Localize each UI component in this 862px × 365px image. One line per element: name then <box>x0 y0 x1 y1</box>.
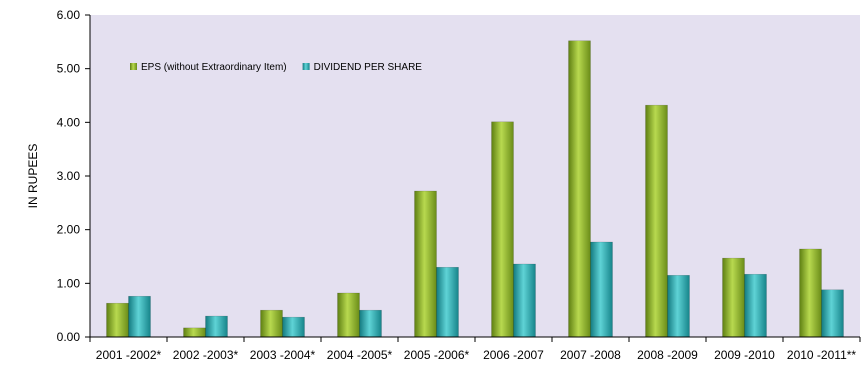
dividend-bar <box>436 266 459 338</box>
dividend-bar <box>128 295 151 338</box>
y-axis: 0.00 1.00 2.00 3.00 4.00 5.00 6.00 <box>57 8 91 344</box>
y-axis-label: IN RUPEES <box>26 144 40 209</box>
dividend-bar <box>205 315 228 338</box>
dividend-bar <box>282 316 305 338</box>
legend-swatch <box>302 63 310 70</box>
y-tick-label: 1.00 <box>57 276 81 290</box>
x-tick-label: 2010 -2011** <box>787 348 857 362</box>
x-tick-label: 2009 -2010 <box>714 348 775 362</box>
y-tick-label: 5.00 <box>57 62 81 76</box>
eps-bar <box>106 302 129 338</box>
legend-swatch <box>130 63 137 70</box>
x-tick-label: 2006 -2007 <box>483 348 544 362</box>
legend-label: EPS (without Extraordinary Item) <box>141 62 287 73</box>
dividend-bar <box>744 273 767 338</box>
legend-label: DIVIDEND PER SHARE <box>314 62 423 73</box>
eps-bar <box>568 40 591 338</box>
x-tick-label: 2004 -2005* <box>327 348 393 362</box>
eps-bar <box>337 292 360 338</box>
y-tick-label: 2.00 <box>57 223 81 237</box>
eps-bar <box>645 104 668 338</box>
x-tick-label: 2007 -2008 <box>560 348 621 362</box>
x-tick-label: 2002 -2003* <box>173 348 239 362</box>
x-axis: 2001 -2002* 2002 -2003* 2003 -2004* 2004 -2… <box>89 336 861 362</box>
dividend-bar <box>359 309 382 338</box>
dividend-bar <box>513 263 536 338</box>
legend: EPS (without Extraordinary Item) DIVIDEND… <box>130 62 422 73</box>
eps-bar <box>414 190 437 338</box>
x-tick-label: 2003 -2004* <box>250 348 316 362</box>
eps-bar <box>491 121 514 338</box>
dividend-bar <box>821 289 844 338</box>
eps-bar <box>260 309 283 338</box>
y-tick-label: 4.00 <box>57 115 81 129</box>
y-tick-label: 0.00 <box>57 330 81 344</box>
dividend-bar <box>667 275 690 338</box>
x-tick-label: 2005 -2006* <box>404 348 470 362</box>
eps-bar <box>722 257 745 338</box>
dividend-bar <box>590 241 613 338</box>
eps-bar <box>183 327 206 338</box>
eps-bar <box>799 248 822 338</box>
x-tick-label: 2001 -2002* <box>96 348 162 362</box>
bars <box>106 40 844 338</box>
x-tick-label: 2008 -2009 <box>637 348 698 362</box>
y-tick-label: 3.00 <box>57 169 81 183</box>
y-tick-label: 6.00 <box>57 8 81 22</box>
